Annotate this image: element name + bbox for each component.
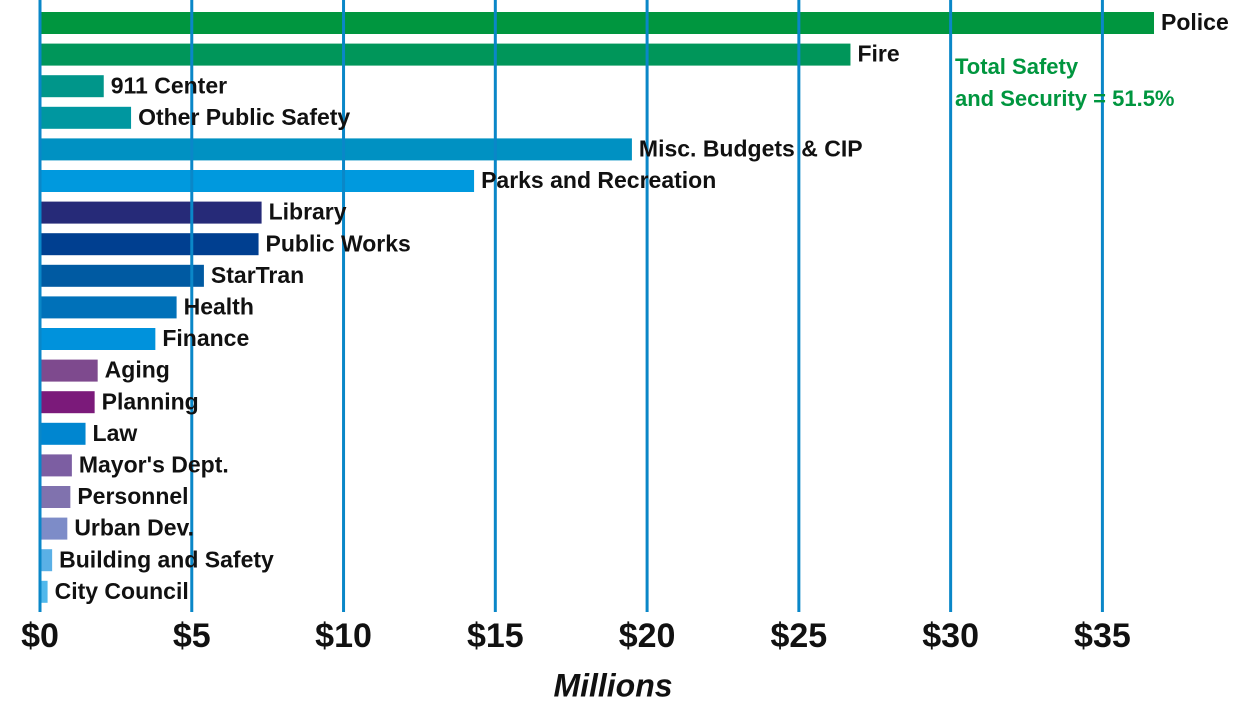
bar-label: Health xyxy=(184,293,254,319)
bar-label: Finance xyxy=(162,325,249,351)
bar xyxy=(40,138,632,161)
bar-label: Law xyxy=(93,420,138,446)
bar xyxy=(40,328,156,350)
x-tick-label: $25 xyxy=(770,617,827,655)
x-axis-label: Millions xyxy=(553,667,672,702)
bar-label: StarTran xyxy=(211,262,304,288)
bar-label: Other Public Safety xyxy=(138,104,350,130)
x-tick-label: $35 xyxy=(1074,617,1131,655)
bar xyxy=(40,549,53,572)
x-tick-label: $30 xyxy=(922,617,979,655)
bar-label: Aging xyxy=(105,357,170,383)
bar-label: Public Works xyxy=(266,230,411,256)
bar xyxy=(40,486,71,508)
bar xyxy=(40,264,204,287)
bar-label: Library xyxy=(269,199,347,225)
bar-label: 911 Center xyxy=(111,72,227,98)
bar xyxy=(40,296,177,319)
bar xyxy=(40,170,475,192)
bar xyxy=(40,422,86,445)
bar xyxy=(40,106,132,129)
bar xyxy=(40,201,262,224)
bar xyxy=(40,43,851,66)
x-tick-label: $0 xyxy=(21,617,59,655)
bar-label: Urban Dev. xyxy=(74,515,194,541)
bar xyxy=(40,233,259,256)
bar xyxy=(40,75,104,98)
x-tick-label: $5 xyxy=(173,617,211,655)
x-tick-label: $15 xyxy=(467,617,524,655)
bar xyxy=(40,454,72,477)
x-tick-label: $20 xyxy=(619,617,676,655)
bar xyxy=(40,580,48,603)
annotation: and Security = 51.5% xyxy=(955,86,1175,111)
bar-label: City Council xyxy=(55,578,189,604)
bar xyxy=(40,391,95,414)
bar xyxy=(40,359,98,382)
bar xyxy=(40,517,68,540)
bar-label: Fire xyxy=(857,41,899,67)
bar xyxy=(40,12,1155,34)
bar-label: Misc. Budgets & CIP xyxy=(639,135,863,161)
bar-label: Planning xyxy=(102,388,199,414)
annotation: Total Safety xyxy=(955,54,1079,79)
bar-label: Building and Safety xyxy=(59,546,274,572)
x-tick-label: $10 xyxy=(315,617,372,655)
bar-label: Parks and Recreation xyxy=(481,167,716,193)
bar-label: Police xyxy=(1161,9,1229,35)
bar-label: Mayor's Dept. xyxy=(79,451,229,477)
bar-label: Personnel xyxy=(77,483,188,509)
